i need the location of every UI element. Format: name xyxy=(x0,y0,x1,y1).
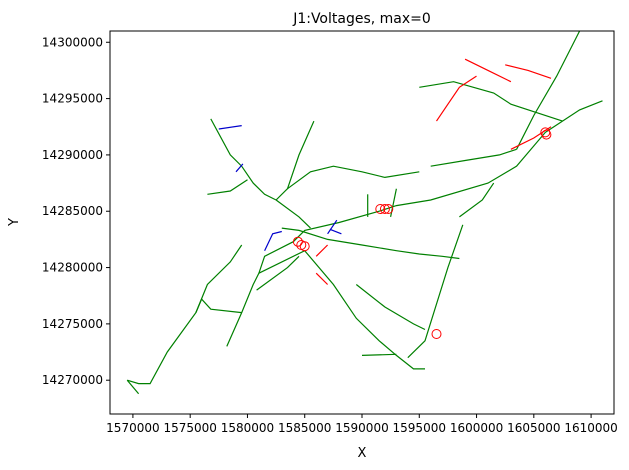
x-tick-label-1: 1575000 xyxy=(163,421,216,435)
y-tick-label-6: 14300000 xyxy=(42,35,103,49)
network-line-green-13 xyxy=(355,284,426,331)
network-line-red-4 xyxy=(315,272,329,285)
network-line-red-2 xyxy=(505,64,552,79)
marker-circle-6 xyxy=(540,127,551,138)
network-line-red-1 xyxy=(464,58,512,83)
x-tick-label-8: 1610000 xyxy=(564,421,617,435)
marker-circle-1 xyxy=(379,204,390,214)
x-tick-label-7: 1605000 xyxy=(507,421,560,435)
marker-circle-5 xyxy=(299,241,310,252)
marker-circle-2 xyxy=(383,204,394,214)
network-line-blue-3 xyxy=(327,219,338,235)
network-line-green-15 xyxy=(361,353,397,356)
marker-circle-3 xyxy=(292,236,303,247)
network-line-green-1 xyxy=(126,379,140,395)
y-axis: 14270000 14275000 14280000 14285000 14290000… xyxy=(42,35,110,387)
y-axis-label: Y xyxy=(7,218,22,227)
network-line-red-0 xyxy=(436,75,477,122)
x-tick-label-0: 1570000 xyxy=(106,421,159,435)
network-line-green-12 xyxy=(281,227,460,260)
y-tick-label-1: 14275000 xyxy=(42,317,103,331)
plot-area xyxy=(126,30,603,395)
network-line-green-11 xyxy=(275,199,311,229)
y-tick-label-3: 14285000 xyxy=(42,204,103,218)
network-line-green-2 xyxy=(195,244,243,313)
network-line-green-3 xyxy=(226,100,603,347)
marker-circle-8 xyxy=(431,329,442,339)
chart-title: J1:Voltages, max=0 xyxy=(292,11,431,27)
network-line-blue-2 xyxy=(264,230,282,251)
network-line-red-5 xyxy=(315,244,329,257)
marker-circle-0 xyxy=(375,204,386,214)
network-line-blue-0 xyxy=(218,125,242,130)
network-line-green-0 xyxy=(127,298,242,385)
x-tick-label-6: 1600000 xyxy=(450,421,503,435)
network-line-green-8 xyxy=(275,120,315,201)
network-line-green-6 xyxy=(210,118,277,201)
network-line-green-14 xyxy=(407,224,464,359)
network-line-green-16 xyxy=(459,182,495,218)
network-line-green-7 xyxy=(207,179,248,195)
network-line-green-18 xyxy=(516,30,581,150)
marker-circle-7 xyxy=(541,129,552,140)
network-line-blue-4 xyxy=(329,228,342,235)
x-tick-label-3: 1585000 xyxy=(278,421,331,435)
x-axis: 1570000 1575000 1580000 1585000 1590000 15950… xyxy=(106,414,618,435)
network-line-green-17 xyxy=(419,81,563,122)
network-line-green-10 xyxy=(430,148,517,167)
x-axis-label: X xyxy=(358,446,367,461)
x-tick-label-4: 1590000 xyxy=(335,421,388,435)
y-tick-label-4: 14290000 xyxy=(42,148,103,162)
axes-frame xyxy=(109,30,615,415)
x-tick-label-2: 1580000 xyxy=(221,421,274,435)
network-line-blue-1 xyxy=(235,163,244,173)
network-line-green-4 xyxy=(258,249,425,370)
x-tick-label-5: 1595000 xyxy=(393,421,446,435)
y-tick-label-5: 14295000 xyxy=(42,92,103,106)
network-line-green-9 xyxy=(287,165,420,190)
network-line-green-5 xyxy=(256,255,300,291)
y-tick-label-2: 14280000 xyxy=(42,261,103,275)
y-tick-label-0: 14270000 xyxy=(42,373,103,387)
